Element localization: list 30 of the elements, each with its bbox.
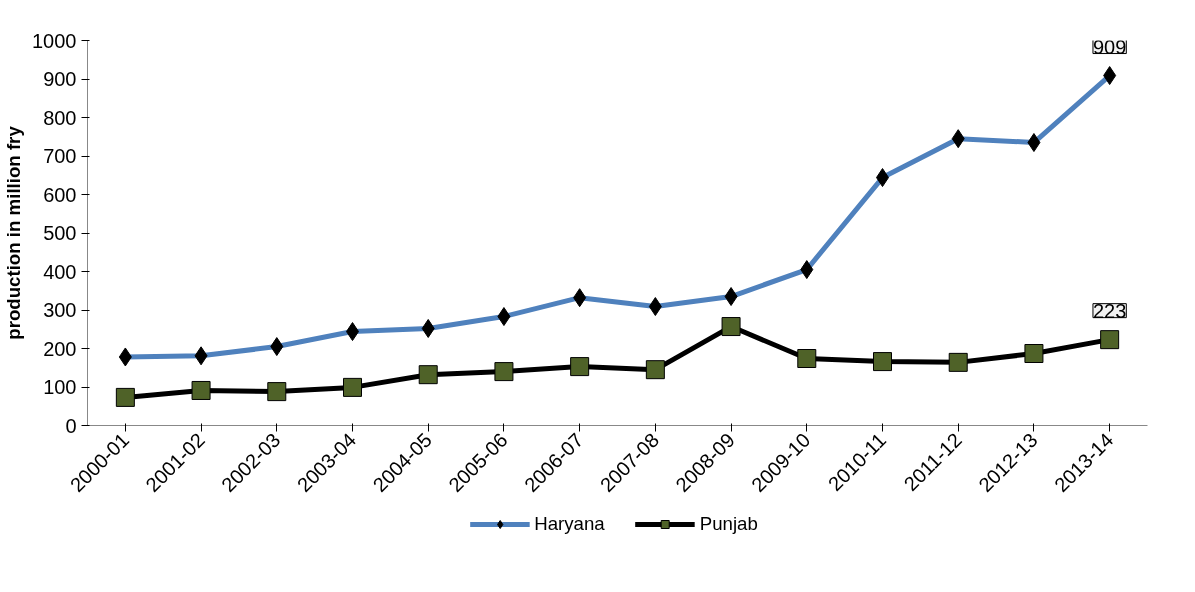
point: [948, 352, 968, 372]
y-tick-label: 400: [43, 260, 77, 283]
y-tick-label: 100: [43, 376, 77, 398]
point: [343, 377, 362, 397]
point: [494, 362, 514, 382]
point: [797, 349, 817, 369]
point: [191, 380, 211, 400]
legend-label: Punjab: [699, 512, 758, 535]
data-label: 909: [1092, 35, 1127, 58]
y-tick-label: 600: [43, 183, 77, 206]
point: [1024, 344, 1044, 364]
y-axis-title: production in million fry: [3, 125, 25, 340]
y-tick-label: 200: [43, 337, 77, 360]
y-tick-label: 300: [43, 299, 77, 321]
y-tick-label: 800: [43, 106, 77, 129]
point: [115, 387, 135, 407]
point: [721, 317, 741, 337]
point: [570, 357, 590, 377]
y-tick-label: 500: [43, 222, 77, 244]
y-tick-label: 900: [43, 68, 77, 90]
point: [267, 382, 287, 402]
legend-label: Haryana: [534, 512, 605, 535]
y-tick-label: 700: [43, 145, 77, 167]
y-tick-label: 1000: [32, 29, 77, 52]
y-tick-label: 0: [65, 414, 77, 437]
data-label: 223: [1092, 299, 1127, 322]
point: [1100, 330, 1120, 350]
point: [418, 365, 438, 385]
point: [645, 360, 665, 380]
point: [873, 352, 892, 372]
